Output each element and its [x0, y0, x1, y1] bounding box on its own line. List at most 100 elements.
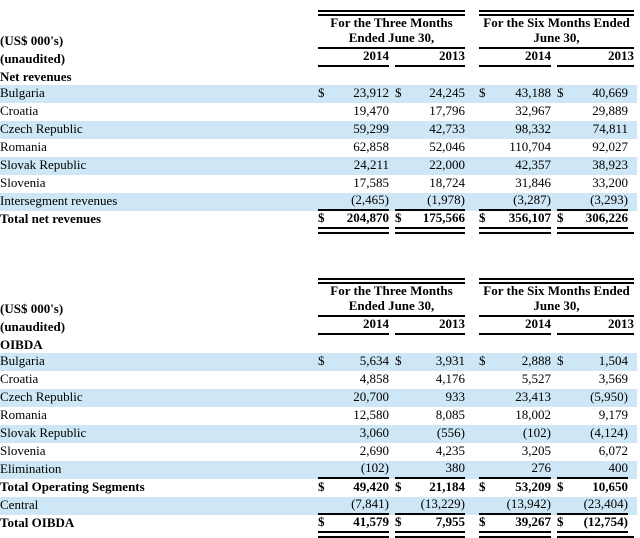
row-label: Czech Republic [0, 389, 83, 405]
table-row: Czech Republic 59,299 42,733 98,332 74,8… [0, 120, 637, 139]
row-label: Slovenia [0, 175, 46, 191]
total-row: Total Operating Segments $49,420 $21,184… [0, 479, 637, 497]
cell-value: 4,176 [435, 370, 465, 386]
row-label: Bulgaria [0, 85, 45, 101]
bottom-double-rule [0, 533, 637, 538]
currency-symbol: $ [318, 513, 325, 529]
cell-value: 10,650 [592, 478, 628, 494]
cell-value: 17,585 [353, 174, 389, 190]
cell-value: 4,235 [435, 442, 465, 458]
year-header: 2014 [318, 316, 389, 335]
cell-value: 24,245 [429, 84, 465, 100]
cell-value: 23,912 [353, 84, 389, 100]
currency-symbol: $ [557, 209, 564, 225]
double-rule-segment [557, 229, 634, 234]
group-header-three-months: For the Three Months Ended June 30, [318, 15, 465, 49]
table-row: Slovenia 2,690 4,235 3,205 6,072 [0, 443, 637, 461]
year-header: 2013 [395, 316, 465, 335]
unit-label: (US$ 000's) [0, 300, 64, 316]
cell-value: 3,205 [521, 442, 551, 458]
cell-value: 21,184 [429, 478, 465, 494]
currency-symbol: $ [395, 352, 402, 368]
currency-symbol: $ [395, 513, 402, 529]
double-rule-segment [395, 533, 465, 538]
group-header-six-months: For the Six Months Ended June 30, [479, 15, 634, 49]
row-label: Romania [0, 139, 47, 155]
cell-value: 24,211 [353, 156, 389, 172]
cell-value: 23,413 [515, 388, 551, 404]
row-label: Bulgaria [0, 353, 45, 369]
currency-symbol: $ [479, 84, 486, 100]
currency-symbol: $ [395, 209, 402, 225]
double-rule-segment [318, 277, 465, 284]
currency-symbol: $ [479, 209, 486, 225]
cell-value: 204,870 [346, 209, 389, 225]
cell-value: 19,470 [353, 102, 389, 118]
table-row: Bulgaria $5,634 $3,931 $2,888 $1,504 [0, 352, 637, 371]
row-label: Elimination [0, 461, 62, 477]
cell-value: 7,955 [435, 513, 465, 529]
unaudited-label: (unaudited) [0, 318, 66, 334]
double-rule-segment [395, 229, 465, 234]
cell-value: 18,724 [429, 174, 465, 190]
cell-value: 32,967 [515, 102, 551, 118]
table-row: Czech Republic 20,700 933 23,413 (5,950) [0, 388, 637, 407]
currency-symbol: $ [479, 478, 486, 494]
cell-value: (556) [436, 424, 465, 440]
table-row: Slovenia 17,585 18,724 31,846 33,200 [0, 175, 637, 193]
cell-value: (102) [522, 424, 551, 440]
row-label: Romania [0, 407, 47, 423]
cell-value: 3,569 [598, 370, 628, 386]
cell-value: (102) [360, 459, 389, 475]
double-rule-segment [318, 229, 389, 234]
currency-symbol: $ [318, 84, 325, 100]
cell-value: 380 [445, 459, 466, 475]
cell-value: 59,299 [353, 120, 389, 136]
section-label: Net revenues [0, 68, 72, 84]
cell-value: (3,287) [513, 191, 551, 207]
total-row: Total net revenues $204,870 $175,566 $35… [0, 209, 637, 229]
cell-value: 110,704 [509, 138, 551, 154]
cell-value: 356,107 [508, 209, 551, 225]
cell-value: 38,923 [592, 156, 628, 172]
year-header: 2013 [557, 316, 634, 335]
cell-value: 62,858 [353, 138, 389, 154]
currency-symbol: $ [557, 513, 564, 529]
cell-value: 12,580 [353, 406, 389, 422]
section-header-row: Net revenues [0, 67, 637, 85]
currency-symbol: $ [557, 352, 564, 368]
cell-value: 4,858 [359, 370, 389, 386]
double-rule-segment [479, 10, 634, 16]
cell-value: (12,754) [583, 513, 628, 529]
net-revenues-table: (US$ 000's) For the Three Months Ended J… [0, 10, 637, 234]
row-label: Total Operating Segments [0, 479, 145, 495]
cell-value: (7,841) [351, 495, 389, 511]
year-header-row: (unaudited) 2014 2013 2014 2013 [0, 48, 637, 67]
cell-value: 41,579 [353, 513, 389, 529]
cell-value: 276 [531, 459, 552, 475]
currency-symbol: $ [479, 513, 486, 529]
year-header-row: (unaudited) 2014 2013 2014 2013 [0, 316, 637, 335]
cell-value: 49,420 [353, 478, 389, 494]
cell-value: (2,465) [351, 191, 389, 207]
currency-symbol: $ [318, 352, 325, 368]
cell-value: 40,669 [592, 84, 628, 100]
cell-value: 175,566 [422, 209, 465, 225]
cell-value: 92,027 [592, 138, 628, 154]
year-header: 2014 [479, 48, 551, 67]
cell-value: 43,188 [515, 84, 551, 100]
year-header: 2013 [395, 48, 465, 67]
unaudited-label: (unaudited) [0, 50, 66, 66]
currency-symbol: $ [395, 84, 402, 100]
row-label: Croatia [0, 103, 39, 119]
table-row: Central (7,841) (13,229) (13,942) (23,40… [0, 495, 637, 515]
table-row: Croatia 4,858 4,176 5,527 3,569 [0, 371, 637, 389]
currency-symbol: $ [318, 478, 325, 494]
cell-value: 6,072 [598, 442, 628, 458]
cell-value: 17,796 [429, 102, 465, 118]
currency-symbol: $ [557, 84, 564, 100]
cell-value: 22,000 [429, 156, 465, 172]
cell-value: 3,931 [435, 352, 465, 368]
section-label: OIBDA [0, 336, 43, 352]
cell-value: (3,293) [590, 191, 628, 207]
